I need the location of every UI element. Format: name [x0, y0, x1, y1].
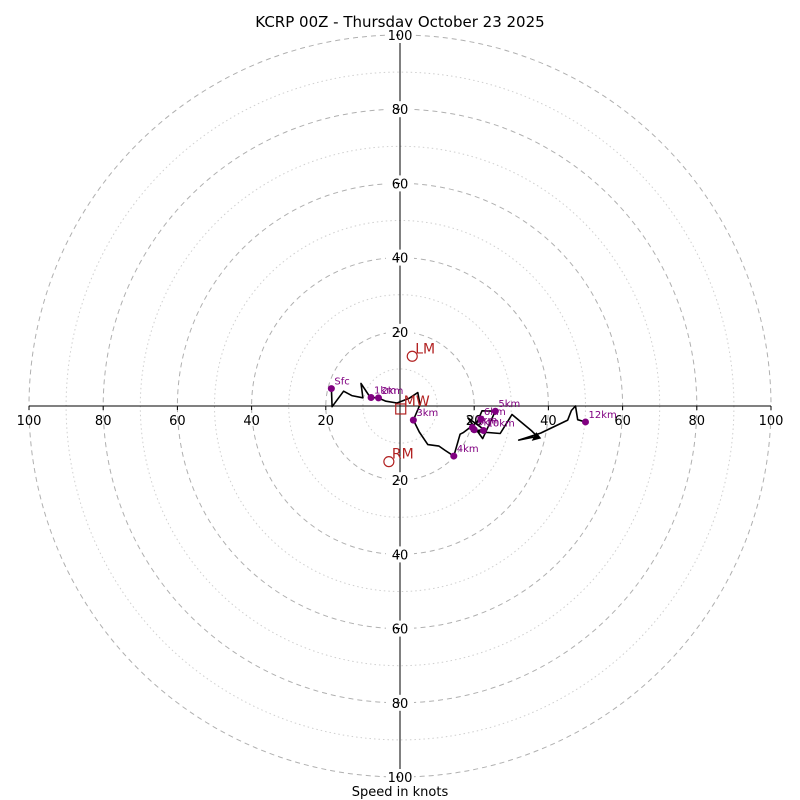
- height-point-5km: [491, 407, 499, 415]
- y-tick-label: 80: [392, 697, 409, 712]
- y-tick-label: 80: [392, 103, 409, 118]
- x-tick-label: 80: [95, 414, 112, 429]
- y-tick-label: 100: [388, 29, 413, 44]
- storm-marker-RM: [383, 456, 395, 468]
- height-label-4km: 4km: [457, 444, 479, 455]
- height-point-9km: [470, 426, 478, 434]
- height-point-2km: [374, 394, 382, 402]
- y-tick-label: 100: [388, 771, 413, 786]
- x-tick-label: 80: [689, 414, 706, 429]
- height-label-7km: 7km: [475, 416, 497, 427]
- height-label-5km: 5km: [498, 399, 520, 410]
- height-point-4km: [450, 452, 458, 460]
- height-point-Sfc: [327, 385, 335, 393]
- x-tick-label: 40: [243, 414, 260, 429]
- height-point-6km: [477, 415, 485, 423]
- trace-arrowhead: [531, 432, 542, 441]
- x-tick-label: 60: [169, 414, 186, 429]
- storm-marker-LM: [406, 350, 418, 362]
- y-tick-label: 60: [392, 623, 409, 638]
- x-tick-label: 20: [318, 414, 335, 429]
- y-tick-label: 20: [392, 326, 409, 341]
- height-label-10km: 10km: [486, 418, 514, 429]
- x-tick-label: 60: [614, 414, 631, 429]
- chart-title: KCRP 00Z - Thursday October 23 2025: [255, 13, 544, 31]
- storm-label-RM: RM: [392, 447, 414, 463]
- height-label-3km: 3km: [416, 408, 438, 419]
- y-tick-label: 40: [392, 252, 409, 267]
- storm-label-LM: LM: [415, 341, 435, 357]
- x-tick-label: 100: [759, 414, 784, 429]
- height-label-9km: 9km: [477, 418, 499, 429]
- storm-motion-markers: LM RM MW: [383, 341, 435, 468]
- height-label-Sfc: Sfc: [334, 377, 349, 388]
- height-point-10km: [479, 426, 487, 434]
- y-tick-label: 40: [392, 548, 409, 563]
- height-point-12km: [582, 418, 589, 426]
- x-axis-label: Speed in knots: [352, 785, 449, 800]
- axes: [29, 35, 771, 777]
- height-label-6km: 6km: [484, 407, 506, 418]
- height-point-3km: [409, 416, 417, 424]
- x-tick-label: 40: [540, 414, 557, 429]
- x-tick-label: 100: [17, 414, 42, 429]
- y-tick-label: 60: [392, 177, 409, 192]
- height-label-2km: 2km: [381, 386, 403, 397]
- storm-label-MW: MW: [404, 394, 430, 410]
- height-label-12km: 12km: [589, 410, 617, 421]
- storm-marker-MW: [395, 403, 407, 415]
- height-point-1km: [367, 393, 375, 401]
- y-tick-label: 20: [392, 474, 409, 489]
- height-label-1km: 1km: [374, 385, 396, 396]
